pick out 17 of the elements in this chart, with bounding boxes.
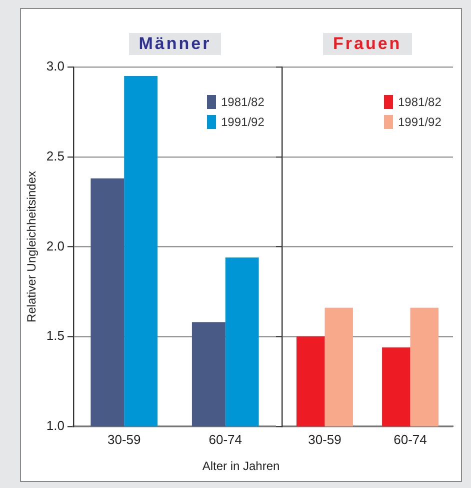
x-tick-label: 30-59 [107,432,141,447]
y-tick-label: 1.5 [46,328,64,344]
y-tick-label: 3.0 [46,58,64,74]
x-tick-label: 60-74 [208,432,242,447]
chart-title: Männer [128,33,222,55]
y-tick-label: 1.0 [46,418,64,433]
legend-label: 1991/92 [221,115,264,129]
y-tick-label: 2.5 [46,148,64,164]
legend-label: 1991/92 [398,115,442,129]
x-tick-label: 30-59 [308,432,342,447]
legend-label: 1981/82 [398,95,442,109]
chart-title: Frauen [323,33,412,55]
x-tick-label: 60-74 [394,432,427,447]
legend-label: 1981/82 [221,95,264,109]
x-axis-title: Alter in Jahren [201,459,281,473]
y-axis-title: Relativer Ungleichheitsindex [24,170,39,322]
y-tick-label: 2.0 [46,238,64,254]
